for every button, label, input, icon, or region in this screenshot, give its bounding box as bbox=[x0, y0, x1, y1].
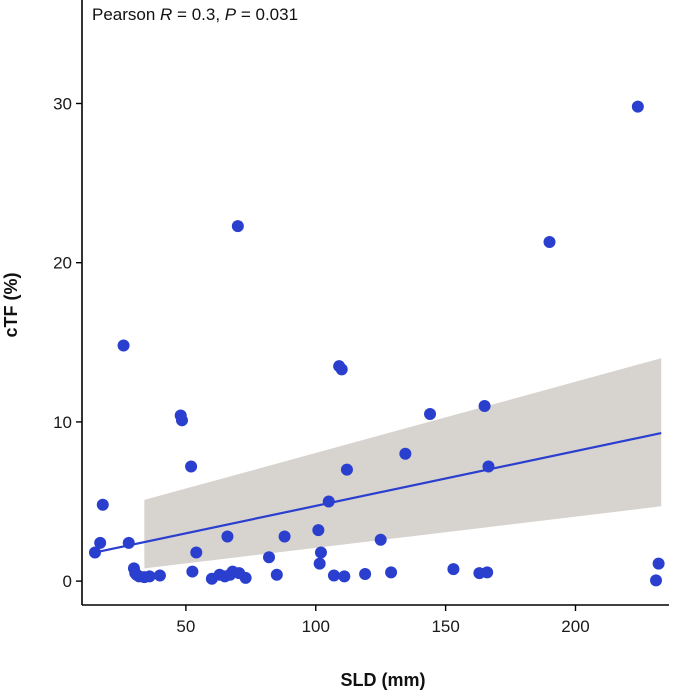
data-point bbox=[322, 495, 335, 508]
data-point bbox=[482, 460, 495, 473]
data-point bbox=[122, 536, 135, 549]
data-point bbox=[270, 568, 283, 581]
annotation-p-symbol: P bbox=[225, 5, 237, 24]
data-point bbox=[96, 498, 109, 511]
x-tick-label: 150 bbox=[431, 617, 459, 636]
pearson-annotation: Pearson R = 0.3, P = 0.031 bbox=[92, 5, 298, 24]
data-point bbox=[481, 566, 494, 579]
x-tick-label: 200 bbox=[561, 617, 589, 636]
data-point bbox=[385, 566, 398, 579]
data-points bbox=[88, 100, 665, 587]
y-axis-title: cTF (%) bbox=[1, 272, 21, 337]
y-axis-ticks: 0 10 20 30 bbox=[53, 94, 82, 591]
data-point bbox=[186, 565, 199, 578]
data-point bbox=[327, 569, 340, 582]
annotation-prefix: Pearson bbox=[92, 5, 160, 24]
data-point bbox=[340, 463, 353, 476]
data-point bbox=[652, 557, 665, 570]
data-point bbox=[650, 574, 663, 587]
annotation-r-symbol: R bbox=[160, 5, 172, 24]
regression-line bbox=[94, 431, 662, 554]
x-tick-label: 100 bbox=[302, 617, 330, 636]
data-point bbox=[221, 530, 234, 543]
data-point bbox=[313, 557, 326, 570]
data-point bbox=[338, 570, 351, 583]
data-point bbox=[88, 546, 101, 559]
data-point bbox=[94, 536, 107, 549]
data-point bbox=[143, 570, 156, 583]
annotation-p-value: = 0.031 bbox=[236, 5, 298, 24]
data-point bbox=[263, 551, 276, 564]
annotation-r-value: = 0.3, bbox=[172, 5, 224, 24]
y-tick-label: 30 bbox=[53, 94, 72, 113]
data-point bbox=[153, 569, 166, 582]
x-axis-title: SLD (mm) bbox=[341, 670, 426, 690]
data-point bbox=[117, 339, 130, 352]
data-point bbox=[312, 524, 325, 537]
data-point bbox=[399, 447, 412, 460]
x-tick-label: 50 bbox=[176, 617, 195, 636]
data-point bbox=[314, 546, 327, 559]
y-tick-label: 10 bbox=[53, 413, 72, 432]
y-tick-label: 20 bbox=[53, 254, 72, 273]
data-point bbox=[424, 407, 437, 420]
data-point bbox=[231, 220, 244, 233]
data-point bbox=[335, 363, 348, 376]
x-axis-ticks: 50 100 150 200 bbox=[176, 605, 590, 636]
data-point bbox=[359, 567, 372, 580]
data-point bbox=[185, 460, 198, 473]
data-point bbox=[478, 399, 491, 412]
y-tick-label: 0 bbox=[63, 572, 72, 591]
data-point bbox=[374, 533, 387, 546]
data-point bbox=[631, 100, 644, 113]
data-point bbox=[190, 546, 203, 559]
data-point bbox=[447, 563, 460, 576]
data-point bbox=[543, 236, 556, 248]
data-point bbox=[278, 530, 291, 543]
data-point bbox=[239, 571, 252, 584]
data-point bbox=[175, 414, 188, 427]
